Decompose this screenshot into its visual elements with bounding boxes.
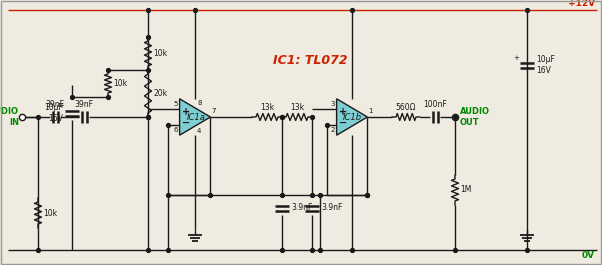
Text: +: +	[58, 104, 64, 109]
Text: 560Ω: 560Ω	[396, 103, 416, 112]
Polygon shape	[337, 99, 367, 135]
Text: −: −	[340, 117, 347, 127]
Text: +: +	[340, 107, 347, 117]
Text: 10μF
16V: 10μF 16V	[536, 55, 555, 75]
Text: 10k: 10k	[153, 49, 167, 58]
Text: IC1a: IC1a	[187, 113, 205, 121]
Text: +: +	[513, 55, 519, 61]
Text: +12V: +12V	[568, 0, 595, 8]
Text: 10k: 10k	[113, 79, 127, 88]
Text: 3.9nF: 3.9nF	[291, 204, 312, 213]
Text: 0V: 0V	[582, 251, 595, 260]
Text: 39nF: 39nF	[46, 100, 64, 109]
Text: 13k: 13k	[290, 103, 304, 112]
Text: 39nF: 39nF	[75, 100, 93, 109]
Text: IC1: TL072: IC1: TL072	[273, 54, 347, 67]
Text: 5: 5	[173, 101, 178, 107]
Text: 7: 7	[211, 108, 216, 114]
Text: 8: 8	[197, 100, 202, 106]
Polygon shape	[179, 99, 211, 135]
Text: 100nF: 100nF	[423, 100, 447, 109]
Text: 3.9nF: 3.9nF	[321, 204, 343, 213]
Text: 13k: 13k	[260, 103, 274, 112]
Text: 4: 4	[197, 128, 202, 134]
Text: 1: 1	[368, 108, 373, 114]
Text: −: −	[182, 117, 191, 127]
Text: 2: 2	[330, 127, 335, 133]
Text: IC1b: IC1b	[343, 113, 362, 121]
Text: 10μF
16V: 10μF 16V	[44, 103, 63, 123]
Text: 1M: 1M	[460, 186, 471, 195]
Text: AUDIO
IN: AUDIO IN	[0, 107, 19, 127]
Text: 6: 6	[173, 127, 178, 133]
Text: +: +	[182, 107, 191, 117]
Text: 20k: 20k	[153, 89, 167, 98]
Text: AUDIO
OUT: AUDIO OUT	[460, 107, 490, 127]
Text: 10k: 10k	[43, 209, 57, 218]
Text: 3: 3	[330, 101, 335, 107]
